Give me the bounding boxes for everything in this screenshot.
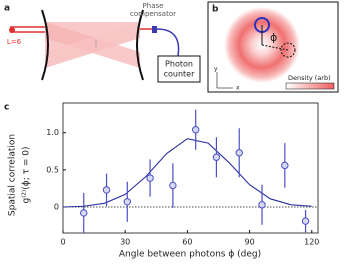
legend-bar xyxy=(285,82,335,90)
counter-label: Photon xyxy=(165,60,193,69)
panel-label: b xyxy=(212,5,219,15)
data-point xyxy=(235,149,243,157)
panel-a: a Photon counter Phase compensator L=6 xyxy=(4,2,201,83)
data-point xyxy=(191,126,200,134)
data-point xyxy=(258,201,266,209)
x-tick-label: 30 xyxy=(120,238,130,247)
data-point xyxy=(281,161,289,170)
x-tick-label: 0 xyxy=(60,238,65,247)
panel-label: a xyxy=(4,4,10,14)
axis-label: x xyxy=(236,85,240,92)
counter-box xyxy=(157,55,201,83)
fit-curve xyxy=(62,138,312,208)
source xyxy=(9,27,15,33)
y-axis-label: g⁽²⁾(ϕ; τ = 0) xyxy=(22,146,32,203)
coupler xyxy=(152,26,157,33)
l-label: L=6 xyxy=(7,38,22,46)
x-tick-label: 120 xyxy=(304,238,319,247)
phi-label: ϕ xyxy=(270,31,277,44)
beam xyxy=(45,22,140,68)
y-tick-label: 1.0 xyxy=(46,128,59,137)
axis-label: y xyxy=(214,66,218,73)
mirror xyxy=(41,9,49,81)
photon-2 xyxy=(280,42,296,58)
data-point xyxy=(146,174,154,182)
x-tick-label: 60 xyxy=(182,238,192,247)
panel-b: b ϕ y x Density (arb) xyxy=(207,1,339,93)
y-tick-label: 0.5 xyxy=(46,165,59,174)
radius xyxy=(261,44,289,51)
data-point xyxy=(123,198,131,206)
panel-c: c Spatial correlation g⁽²⁾(ϕ; τ = 0) Ang… xyxy=(4,103,319,260)
fiber xyxy=(156,28,180,57)
plot-frame xyxy=(62,102,319,234)
panel-label: c xyxy=(4,103,9,113)
data-point xyxy=(212,153,221,161)
data-point xyxy=(80,209,88,217)
legend-label: Density (arb) xyxy=(288,74,331,82)
compensator-label: compensator xyxy=(130,10,176,18)
data-point xyxy=(102,186,111,194)
data-point xyxy=(301,217,310,225)
x-tick-label: 90 xyxy=(244,238,254,247)
y-axis-label: Spatial correlation xyxy=(8,134,18,216)
mirror xyxy=(136,9,144,81)
compensator-label: Phase xyxy=(143,2,164,10)
counter-label: counter xyxy=(164,70,195,79)
data-point xyxy=(169,181,177,190)
x-axis-label: Angle between photons ϕ (deg) xyxy=(119,250,261,260)
y-tick-label: 0 xyxy=(54,203,59,212)
